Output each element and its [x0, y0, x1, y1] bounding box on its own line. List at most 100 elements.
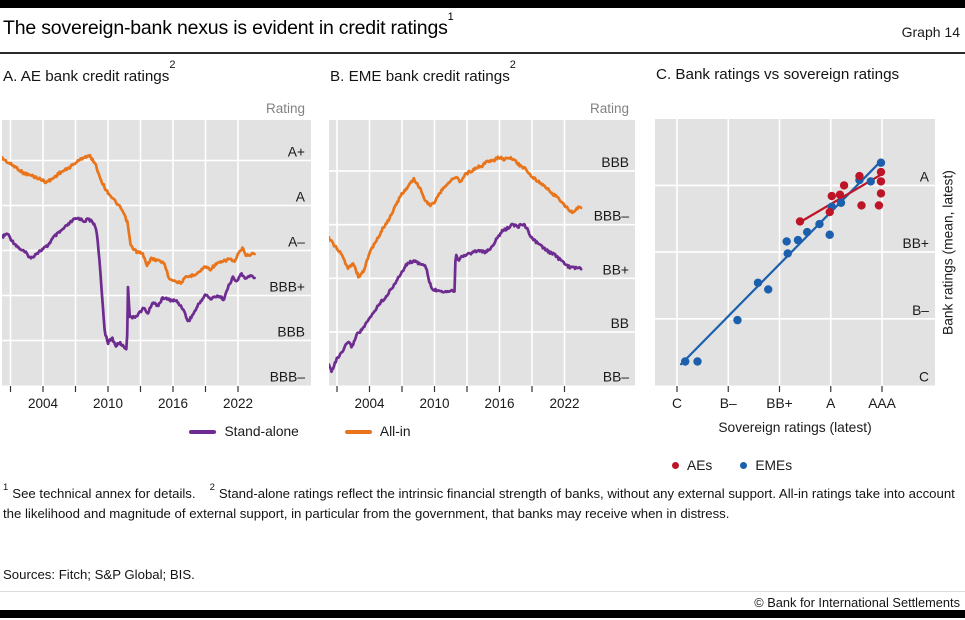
- y-axis-label: C: [919, 370, 929, 385]
- footnote-2-text: Stand-alone ratings reflect the intrinsi…: [3, 486, 955, 521]
- scatter-dot-emes: [802, 227, 812, 237]
- footnote-2-marker: 2: [209, 482, 215, 493]
- scatter-dot-aes: [825, 207, 834, 217]
- y-axis-label: BBB: [277, 325, 305, 340]
- scatter-dot-emes: [793, 235, 803, 245]
- legend-item-aes: AEs: [672, 458, 712, 473]
- graph-number-label: Graph 14: [901, 24, 960, 40]
- panel-b-y-axis-unit-label: Rating: [589, 101, 629, 116]
- y-axis-label: A: [920, 169, 930, 184]
- legend-line-panels: Stand-alone All-in: [0, 424, 600, 439]
- legend-item-emes: EMEs: [740, 458, 792, 473]
- series-group: [329, 155, 583, 374]
- x-tick-label: BB+: [766, 396, 792, 411]
- x-tick-label: C: [672, 396, 682, 411]
- y-axis-label: BB+: [903, 236, 929, 251]
- legend-item-all-in: All-in: [344, 424, 411, 439]
- scatter-dot-aes: [839, 181, 849, 190]
- x-tick-label: 2022: [223, 396, 253, 411]
- panel-b: BBB BBB– BB+ BB BB– 2004 2010 2016 2022: [329, 120, 635, 411]
- scatter-dot-emes: [753, 278, 763, 287]
- scatter-dot-emes: [681, 357, 690, 366]
- header-rule: [0, 52, 965, 54]
- panel-a-footnote-marker: 2: [169, 59, 176, 71]
- scatter-dot-aes: [827, 191, 836, 201]
- x-tick-label: 2010: [419, 396, 449, 411]
- scatter-dot-aes: [835, 190, 845, 199]
- x-tick-label: 2016: [484, 396, 514, 411]
- legend-label-emes: EMEs: [755, 458, 793, 473]
- y-axis-label: B–: [912, 303, 929, 318]
- panel-b-title: B. EME bank credit ratings2: [330, 59, 516, 86]
- scatter-dot-emes: [876, 158, 886, 167]
- panel-b-footnote-marker: 2: [509, 59, 516, 71]
- panel-c-title-text: C. Bank ratings vs sovereign ratings: [656, 66, 900, 83]
- y-axis-label: BB: [611, 316, 629, 331]
- y-axis-label: BBB+: [269, 280, 305, 295]
- legend-item-stand-alone: Stand-alone: [189, 424, 299, 439]
- page-title-footnote-marker: 1: [447, 10, 454, 23]
- panel-a-title-text: A. AE bank credit ratings: [3, 68, 170, 86]
- series-line-stand-alone: [329, 222, 583, 374]
- x-tick-label: A: [826, 396, 836, 411]
- scatter-dot-emes: [693, 357, 702, 366]
- scatter-dot-aes: [855, 171, 864, 181]
- x-tick-label: 2004: [28, 396, 59, 411]
- legend-scatter-panel: AEs EMEs: [672, 458, 792, 473]
- aes-dot-swatch: [672, 462, 679, 469]
- panel-a-title: A. AE bank credit ratings2: [3, 59, 175, 86]
- scatter-dot-aes: [876, 167, 886, 177]
- footnote-1-text: See technical annex for details.: [12, 486, 196, 502]
- footnotes-paragraph: 1 See technical annex for details. 2 Stand-…: [3, 482, 959, 523]
- footer-rule: [0, 591, 965, 592]
- scatter-dot-aes: [795, 217, 805, 226]
- x-tick-label: 2016: [158, 396, 188, 411]
- y-axis-label: BBB–: [594, 209, 630, 224]
- y-axis-label: BBB: [601, 155, 629, 170]
- page-title-text: The sovereign-bank nexus is evident in c…: [3, 17, 448, 39]
- panel-c-x-axis-title: Sovereign ratings (latest): [718, 420, 872, 435]
- panel-a-y-axis-unit-label: Rating: [265, 101, 305, 116]
- y-axis-label: BBB–: [270, 370, 306, 385]
- x-tick-label: B–: [720, 396, 737, 411]
- y-axis-label: A+: [288, 145, 305, 160]
- x-tick-label: AAA: [868, 396, 896, 411]
- copyright-line: © Bank for International Settlements: [754, 595, 960, 610]
- legend-label-all-in: All-in: [379, 424, 411, 439]
- scatter-dot-aes: [876, 189, 886, 198]
- x-tick-label: 2004: [354, 396, 385, 411]
- panel-a: A+ A A– BBB+ BBB BBB– 2004 2010 2016 2022: [2, 120, 311, 411]
- all-in-line-swatch: [344, 429, 372, 434]
- x-tick-label: 2010: [93, 396, 123, 411]
- scatter-dot-emes: [866, 177, 875, 186]
- x-tick-label: 2022: [549, 396, 579, 411]
- scatter-dot-aes: [857, 201, 866, 210]
- scatter-dot-emes: [836, 198, 846, 207]
- emes-dot-swatch: [740, 462, 748, 469]
- top-accent-bar: [0, 0, 965, 8]
- sources-line: Sources: Fitch; S&P Global; BIS.: [3, 567, 195, 582]
- scatter-dot-aes: [874, 201, 884, 210]
- y-axis-label: A–: [288, 235, 305, 250]
- y-axis-label: BB+: [603, 262, 629, 277]
- stand-alone-line-swatch: [189, 429, 217, 434]
- page-title: The sovereign-bank nexus is evident in c…: [3, 11, 454, 40]
- panel-c-y-axis-title: Bank ratings (mean, latest): [940, 170, 956, 335]
- series-line-stand-alone: [2, 216, 256, 351]
- scatter-dot-emes: [733, 315, 742, 325]
- bottom-accent-bar: [0, 610, 965, 618]
- panel-b-title-text: B. EME bank credit ratings: [330, 68, 510, 86]
- scatter-dot-aes: [876, 177, 886, 186]
- panel-c-title: C. Bank ratings vs sovereign ratings: [656, 66, 899, 83]
- series-group: [2, 153, 256, 351]
- scatter-dot-emes: [825, 230, 834, 239]
- scatter-dot-emes: [783, 249, 792, 258]
- footnote-1-marker: 1: [3, 482, 9, 493]
- scatter-dot-emes: [782, 237, 791, 246]
- series-line-all-in: [329, 155, 583, 279]
- scatter-dot-emes: [815, 219, 824, 229]
- y-axis-label: A: [296, 190, 306, 205]
- scatter-dot-emes: [764, 285, 773, 294]
